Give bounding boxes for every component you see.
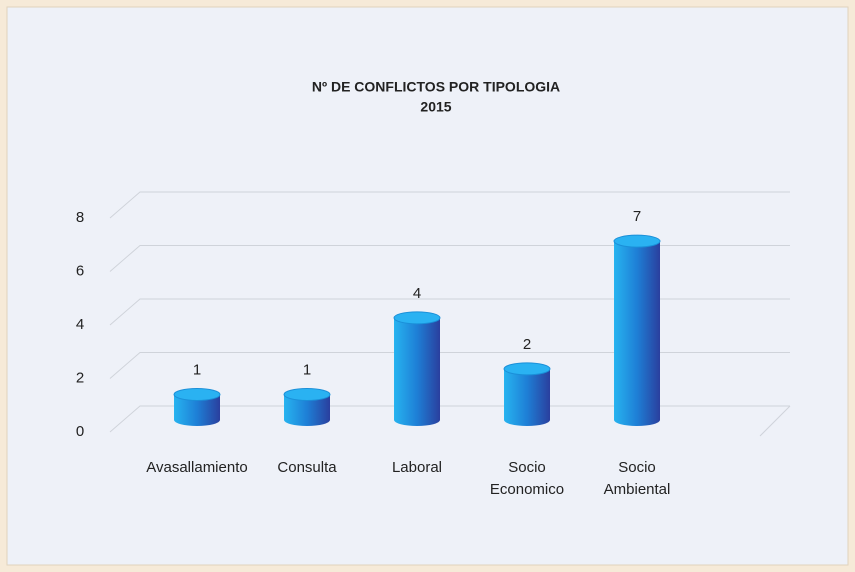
bar-top <box>283 387 331 401</box>
data-label: 7 <box>633 208 641 225</box>
bar-top <box>503 362 551 376</box>
data-label: 1 <box>193 361 201 378</box>
floor-edge <box>759 405 791 437</box>
grid-line <box>109 298 790 326</box>
bar <box>393 311 441 426</box>
bar-top <box>613 234 661 248</box>
grid-line <box>109 405 790 433</box>
chart-title: Nº DE CONFLICTOS POR TIPOLOGIA <box>312 79 560 95</box>
bar-body <box>504 368 550 426</box>
bar <box>283 387 331 426</box>
panel <box>6 6 849 566</box>
bar-body <box>174 394 220 426</box>
bar-top <box>393 311 441 325</box>
x-tick-label: Laboral <box>392 459 442 476</box>
bar <box>173 387 221 426</box>
bar <box>613 234 661 426</box>
bar-top <box>173 387 221 401</box>
bar <box>503 362 551 426</box>
data-label: 1 <box>303 361 311 378</box>
bar-body <box>394 317 440 426</box>
bar-body <box>614 241 660 426</box>
grid-line <box>109 191 790 219</box>
x-tick-label: Avasallamiento <box>146 459 247 476</box>
y-tick-label: 8 <box>76 209 84 226</box>
grid-line <box>109 245 790 272</box>
y-tick-label: 4 <box>76 316 84 333</box>
data-label: 2 <box>523 336 531 353</box>
chart-subtitle: 2015 <box>420 99 451 115</box>
bar-body <box>284 394 330 426</box>
x-tick-label: Socio Economico <box>490 459 564 498</box>
y-tick-label: 0 <box>76 423 84 440</box>
y-tick-label: 2 <box>76 369 84 386</box>
x-tick-label: Socio Ambiental <box>604 459 671 498</box>
y-tick-label: 6 <box>76 262 84 279</box>
x-tick-label: Consulta <box>277 459 337 476</box>
grid-line <box>109 352 790 379</box>
data-label: 4 <box>413 285 421 302</box>
